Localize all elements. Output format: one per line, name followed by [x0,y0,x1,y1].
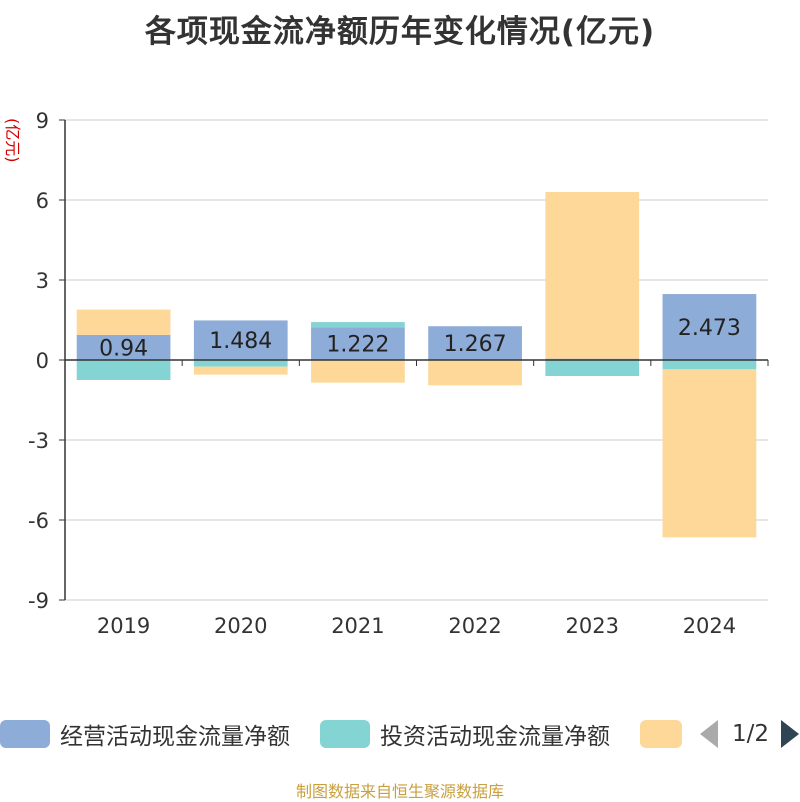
y-tick-label: 6 [36,189,49,213]
bar-financing-2020[interactable] [193,366,288,375]
y-tick-label: 0 [36,349,49,373]
legend-item-operating[interactable]: 经营活动现金流量净额 [0,718,290,750]
legend-swatch-investing [320,720,370,748]
x-tick-label-2022: 2022 [448,614,501,638]
bar-investing-2021[interactable] [311,322,405,328]
chart-title: 各项现金流净额历年变化情况(亿元) [144,14,656,50]
bar-financing-2022[interactable] [428,360,522,386]
bar-operating-2022[interactable] [428,326,522,360]
y-tick-label: -9 [28,589,49,613]
legend: 经营活动现金流量净额 投资活动现金流量净额 [0,718,800,750]
y-tick-label: -6 [28,509,49,533]
legend-next-icon[interactable] [781,720,800,748]
data-label-2021: 1.222 [326,333,389,358]
x-tick-label-2024: 2024 [683,614,736,638]
bar-operating-2019[interactable] [76,334,171,360]
y-tick-label: 3 [36,269,49,293]
data-label-2024: 2.473 [678,316,741,341]
legend-item-financing[interactable] [640,718,682,750]
data-source: 制图数据来自恒生聚源数据库 [295,782,504,801]
legend-page-indicator: 1/2 [732,721,770,747]
data-label-2019: 0.94 [99,336,148,361]
data-labels: 0.94 1.484 1.222 1.267 2.473 [99,316,741,361]
legend-label-investing: 投资活动现金流量净额 [380,724,610,750]
x-tick-label-2019: 2019 [97,614,150,638]
bar-financing-2024[interactable] [662,369,757,538]
bar-financing-2023[interactable] [545,192,640,359]
gridlines [65,119,768,601]
x-tick-label-2023: 2023 [566,614,619,638]
bar-operating-2020[interactable] [193,320,288,360]
bars [76,192,757,538]
legend-prev-icon[interactable] [700,720,718,748]
bar-investing-2020[interactable] [193,360,288,367]
legend-swatch-operating [0,720,50,748]
data-label-2020: 1.484 [209,329,272,354]
bar-operating-2024[interactable] [662,294,757,360]
legend-label-operating: 经营活动现金流量净额 [60,724,290,750]
axes: -9 -6 -3 0 3 6 9 2019 2020 2021 2022 2023 2024 [28,109,769,638]
bar-investing-2019[interactable] [76,360,171,380]
bar-financing-2021[interactable] [311,360,405,383]
bar-financing-2019[interactable] [76,309,171,335]
legend-item-investing[interactable]: 投资活动现金流量净额 [320,718,610,750]
y-tick-label: -3 [28,429,49,453]
data-label-2022: 1.267 [444,332,507,357]
x-tick-label-2021: 2021 [331,614,384,638]
bar-investing-2023[interactable] [545,360,640,376]
legend-swatch-financing [640,720,682,748]
bar-operating-2021[interactable] [311,327,405,360]
x-tick-label-2020: 2020 [214,614,267,638]
legend-pager: 1/2 [700,718,800,750]
y-tick-label: 9 [36,109,49,133]
bar-investing-2024[interactable] [662,360,757,370]
